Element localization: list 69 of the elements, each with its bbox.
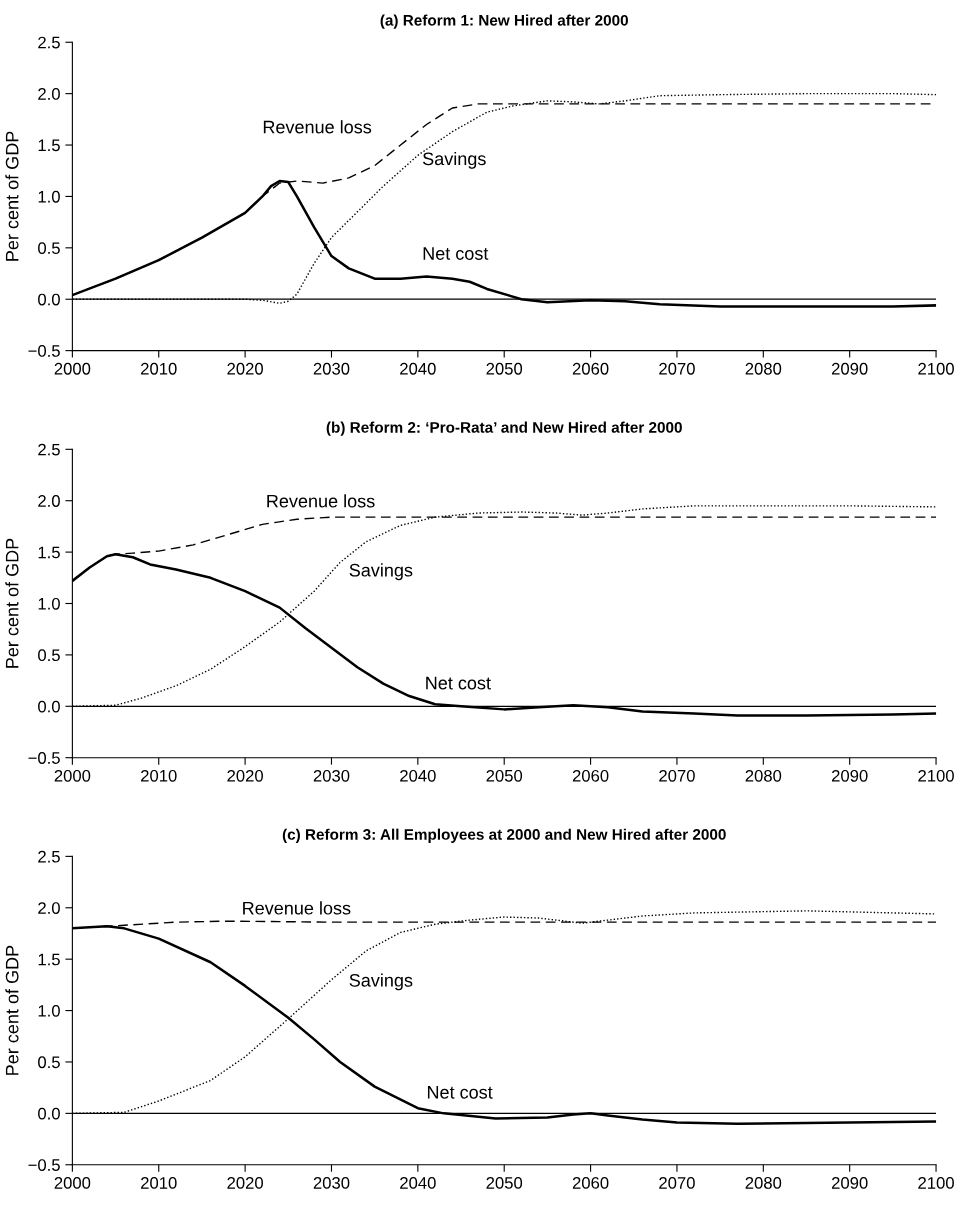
x-tick-label: 2060 — [572, 362, 609, 375]
series-label: Savings — [349, 563, 413, 581]
x-tick-label: 2000 — [54, 362, 91, 375]
x-tick-label: 2100 — [918, 362, 954, 375]
y-tick-label: 2.0 — [38, 495, 60, 507]
x-tick-label: 2010 — [141, 362, 177, 375]
x-tick-label: 2030 — [313, 1177, 350, 1189]
x-tick-label: 2050 — [486, 1177, 523, 1189]
x-tick-label: 2000 — [54, 1177, 91, 1189]
x-tick-label: 2010 — [141, 769, 177, 782]
series-label: Net cost — [423, 247, 489, 260]
x-tick-label: 2050 — [486, 769, 523, 782]
x-tick-label: 2030 — [313, 362, 350, 375]
y-tick-label: 0.0 — [38, 293, 60, 306]
y-tick-label: 0.5 — [38, 649, 60, 662]
x-tick-label: 2080 — [745, 769, 782, 782]
y-tick-label: 0.5 — [38, 242, 60, 255]
y-tick-label: 1.0 — [38, 190, 60, 203]
x-tick-label: 2100 — [918, 769, 954, 782]
y-tick-label: 2.5 — [38, 850, 60, 863]
chart-title: (a) Reform 1: New Hired after 2000 — [380, 14, 628, 29]
y-tick-label: 0.0 — [38, 700, 60, 713]
chart-title: (c) Reform 3: All Employees at 2000 and New Hired after 2000 — [282, 828, 726, 843]
x-tick-label: 2080 — [745, 362, 782, 375]
y-tick-label: 2.5 — [38, 443, 60, 456]
y-tick-label: −0.5 — [28, 1159, 60, 1171]
y-tick-label: 1.5 — [38, 139, 60, 152]
series-label: Revenue loss — [263, 120, 372, 134]
y-tick-label: −0.5 — [28, 345, 60, 357]
series-label: Net cost — [426, 676, 491, 690]
x-tick-label: 2020 — [227, 362, 263, 375]
x-tick-label: 2010 — [141, 1177, 177, 1189]
series-label: Savings — [422, 151, 486, 169]
series-label: Revenue loss — [267, 494, 375, 508]
x-tick-label: 2060 — [572, 769, 609, 782]
x-tick-label: 2040 — [400, 362, 436, 375]
series-label: Revenue loss — [243, 901, 351, 915]
x-tick-label: 2100 — [918, 1177, 954, 1189]
chart-title: (b) Reform 2: ‘Pro-Rata’ and New Hired after 2000 — [326, 421, 682, 436]
x-tick-label: 2090 — [831, 769, 868, 782]
y-axis-title: Per cent of GDP — [5, 538, 19, 668]
x-tick-label: 2000 — [54, 769, 91, 782]
x-tick-label: 2030 — [313, 769, 350, 782]
x-tick-label: 2020 — [227, 1177, 263, 1189]
y-tick-label: 2.0 — [38, 88, 60, 100]
y-tick-label: 2.5 — [38, 36, 60, 49]
y-tick-label: 0.5 — [38, 1056, 60, 1069]
y-axis-title: Per cent of GDP — [5, 131, 19, 261]
y-tick-label: 1.5 — [38, 546, 60, 559]
x-tick-label: 2020 — [227, 769, 263, 782]
x-tick-label: 2090 — [831, 362, 868, 375]
x-tick-label: 2070 — [659, 769, 695, 782]
y-tick-label: −0.5 — [28, 752, 60, 764]
x-tick-label: 2050 — [486, 362, 523, 375]
y-tick-label: 1.0 — [38, 1004, 60, 1017]
x-tick-label: 2070 — [659, 362, 695, 375]
y-tick-label: 2.0 — [38, 902, 60, 914]
series-label: Savings — [349, 973, 413, 991]
series-label: Net cost — [427, 1086, 493, 1099]
x-tick-label: 2090 — [831, 1177, 868, 1189]
y-tick-label: 1.0 — [38, 597, 60, 610]
y-axis-title: Per cent of GDP — [5, 945, 19, 1075]
x-tick-label: 2060 — [572, 1177, 609, 1189]
x-tick-label: 2070 — [659, 1177, 695, 1189]
y-tick-label: 1.5 — [38, 953, 60, 966]
x-tick-label: 2040 — [400, 769, 436, 782]
y-tick-label: 0.0 — [38, 1107, 60, 1120]
x-tick-label: 2080 — [745, 1177, 782, 1189]
x-tick-label: 2040 — [400, 1177, 436, 1189]
